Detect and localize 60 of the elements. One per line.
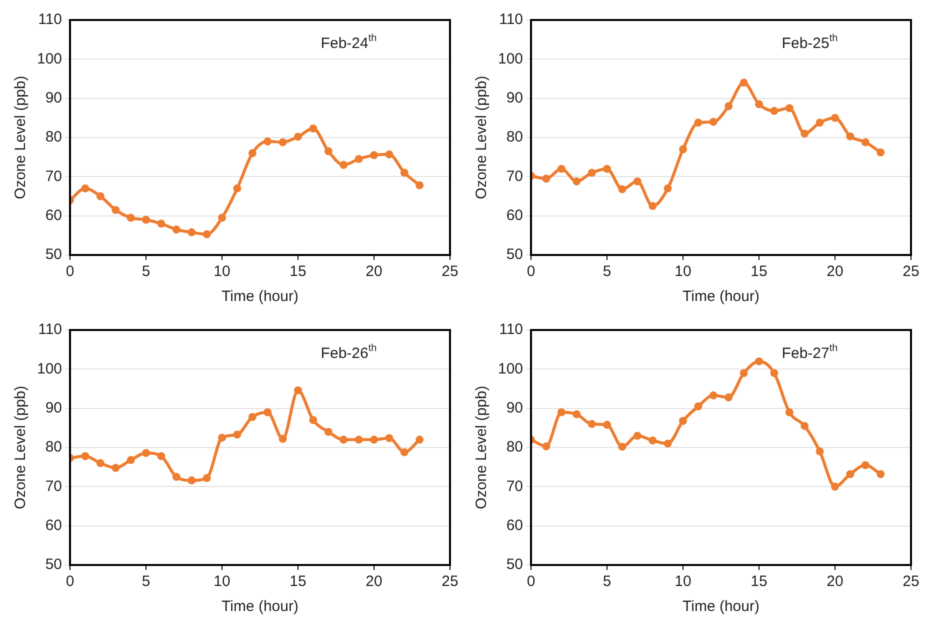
y-tick-label: 100 — [498, 50, 524, 68]
y-tick-label: 60 — [506, 516, 524, 534]
x-tick-label: 0 — [526, 263, 536, 280]
x-tick-label: 5 — [602, 263, 612, 280]
y-tick-label: 50 — [506, 556, 524, 574]
x-tick-label: 5 — [142, 263, 150, 280]
x-axis-title: Time (hour) — [682, 598, 760, 616]
x-tick-label: 20 — [826, 263, 844, 280]
x-axis-title: Time (hour) — [682, 288, 760, 306]
x-tick-label: 10 — [214, 263, 230, 280]
y-tick-label: 110 — [38, 321, 62, 338]
y-tick-label: 50 — [506, 246, 524, 264]
y-tick-label: 50 — [45, 246, 62, 264]
x-tick-label: 0 — [66, 263, 74, 280]
y-tick-label: 90 — [506, 399, 524, 416]
x-tick-label: 15 — [750, 573, 768, 590]
x-tick-label: 5 — [602, 573, 612, 590]
y-tick-label: 70 — [45, 168, 62, 185]
y-tick-label: 50 — [45, 556, 62, 574]
y-tick-label: 60 — [45, 206, 62, 224]
x-tick-label: 25 — [442, 573, 458, 590]
x-tick-label: 15 — [290, 573, 306, 590]
x-tick-label: 25 — [902, 263, 920, 280]
y-tick-label: 100 — [36, 360, 62, 378]
x-tick-label: 0 — [526, 573, 536, 590]
y-axis-title: Ozone Level (ppb) — [12, 386, 30, 510]
y-tick-label: 60 — [45, 516, 62, 534]
x-tick-label: 15 — [290, 263, 306, 280]
x-tick-label: 10 — [674, 263, 692, 280]
y-tick-label: 90 — [45, 399, 62, 416]
y-tick-label: 80 — [506, 438, 524, 456]
y-tick-label: 80 — [45, 438, 62, 456]
x-tick-label: 25 — [442, 263, 458, 280]
y-tick-label: 80 — [45, 128, 62, 146]
x-tick-label: 25 — [902, 573, 920, 590]
y-tick-label: 70 — [506, 478, 524, 495]
y-tick-label: 60 — [506, 206, 524, 224]
y-tick-label: 110 — [499, 11, 524, 28]
x-axis-title: Time (hour) — [222, 288, 298, 306]
x-tick-label: 10 — [214, 573, 230, 590]
x-tick-label: 20 — [366, 263, 382, 280]
x-axis-title: Time (hour) — [222, 598, 298, 616]
y-tick-label: 90 — [506, 89, 524, 106]
x-tick-label: 10 — [674, 573, 692, 590]
y-axis-title: Ozone Level (ppb) — [473, 76, 490, 200]
y-tick-label: 110 — [38, 11, 62, 28]
y-tick-label: 70 — [506, 168, 524, 185]
y-tick-label: 90 — [45, 89, 62, 106]
x-tick-label: 15 — [750, 263, 768, 280]
y-tick-label: 70 — [45, 478, 62, 495]
x-tick-label: 0 — [66, 573, 74, 590]
x-tick-label: 20 — [826, 573, 844, 590]
x-tick-label: 5 — [142, 573, 150, 590]
y-axis-title: Ozone Level (ppb) — [12, 76, 30, 200]
y-tick-label: 80 — [506, 128, 524, 146]
y-axis-title: Ozone Level (ppb) — [473, 386, 490, 510]
y-tick-label: 100 — [498, 360, 524, 378]
y-tick-label: 100 — [36, 50, 62, 68]
x-tick-label: 20 — [366, 573, 382, 590]
y-tick-label: 110 — [499, 321, 524, 338]
